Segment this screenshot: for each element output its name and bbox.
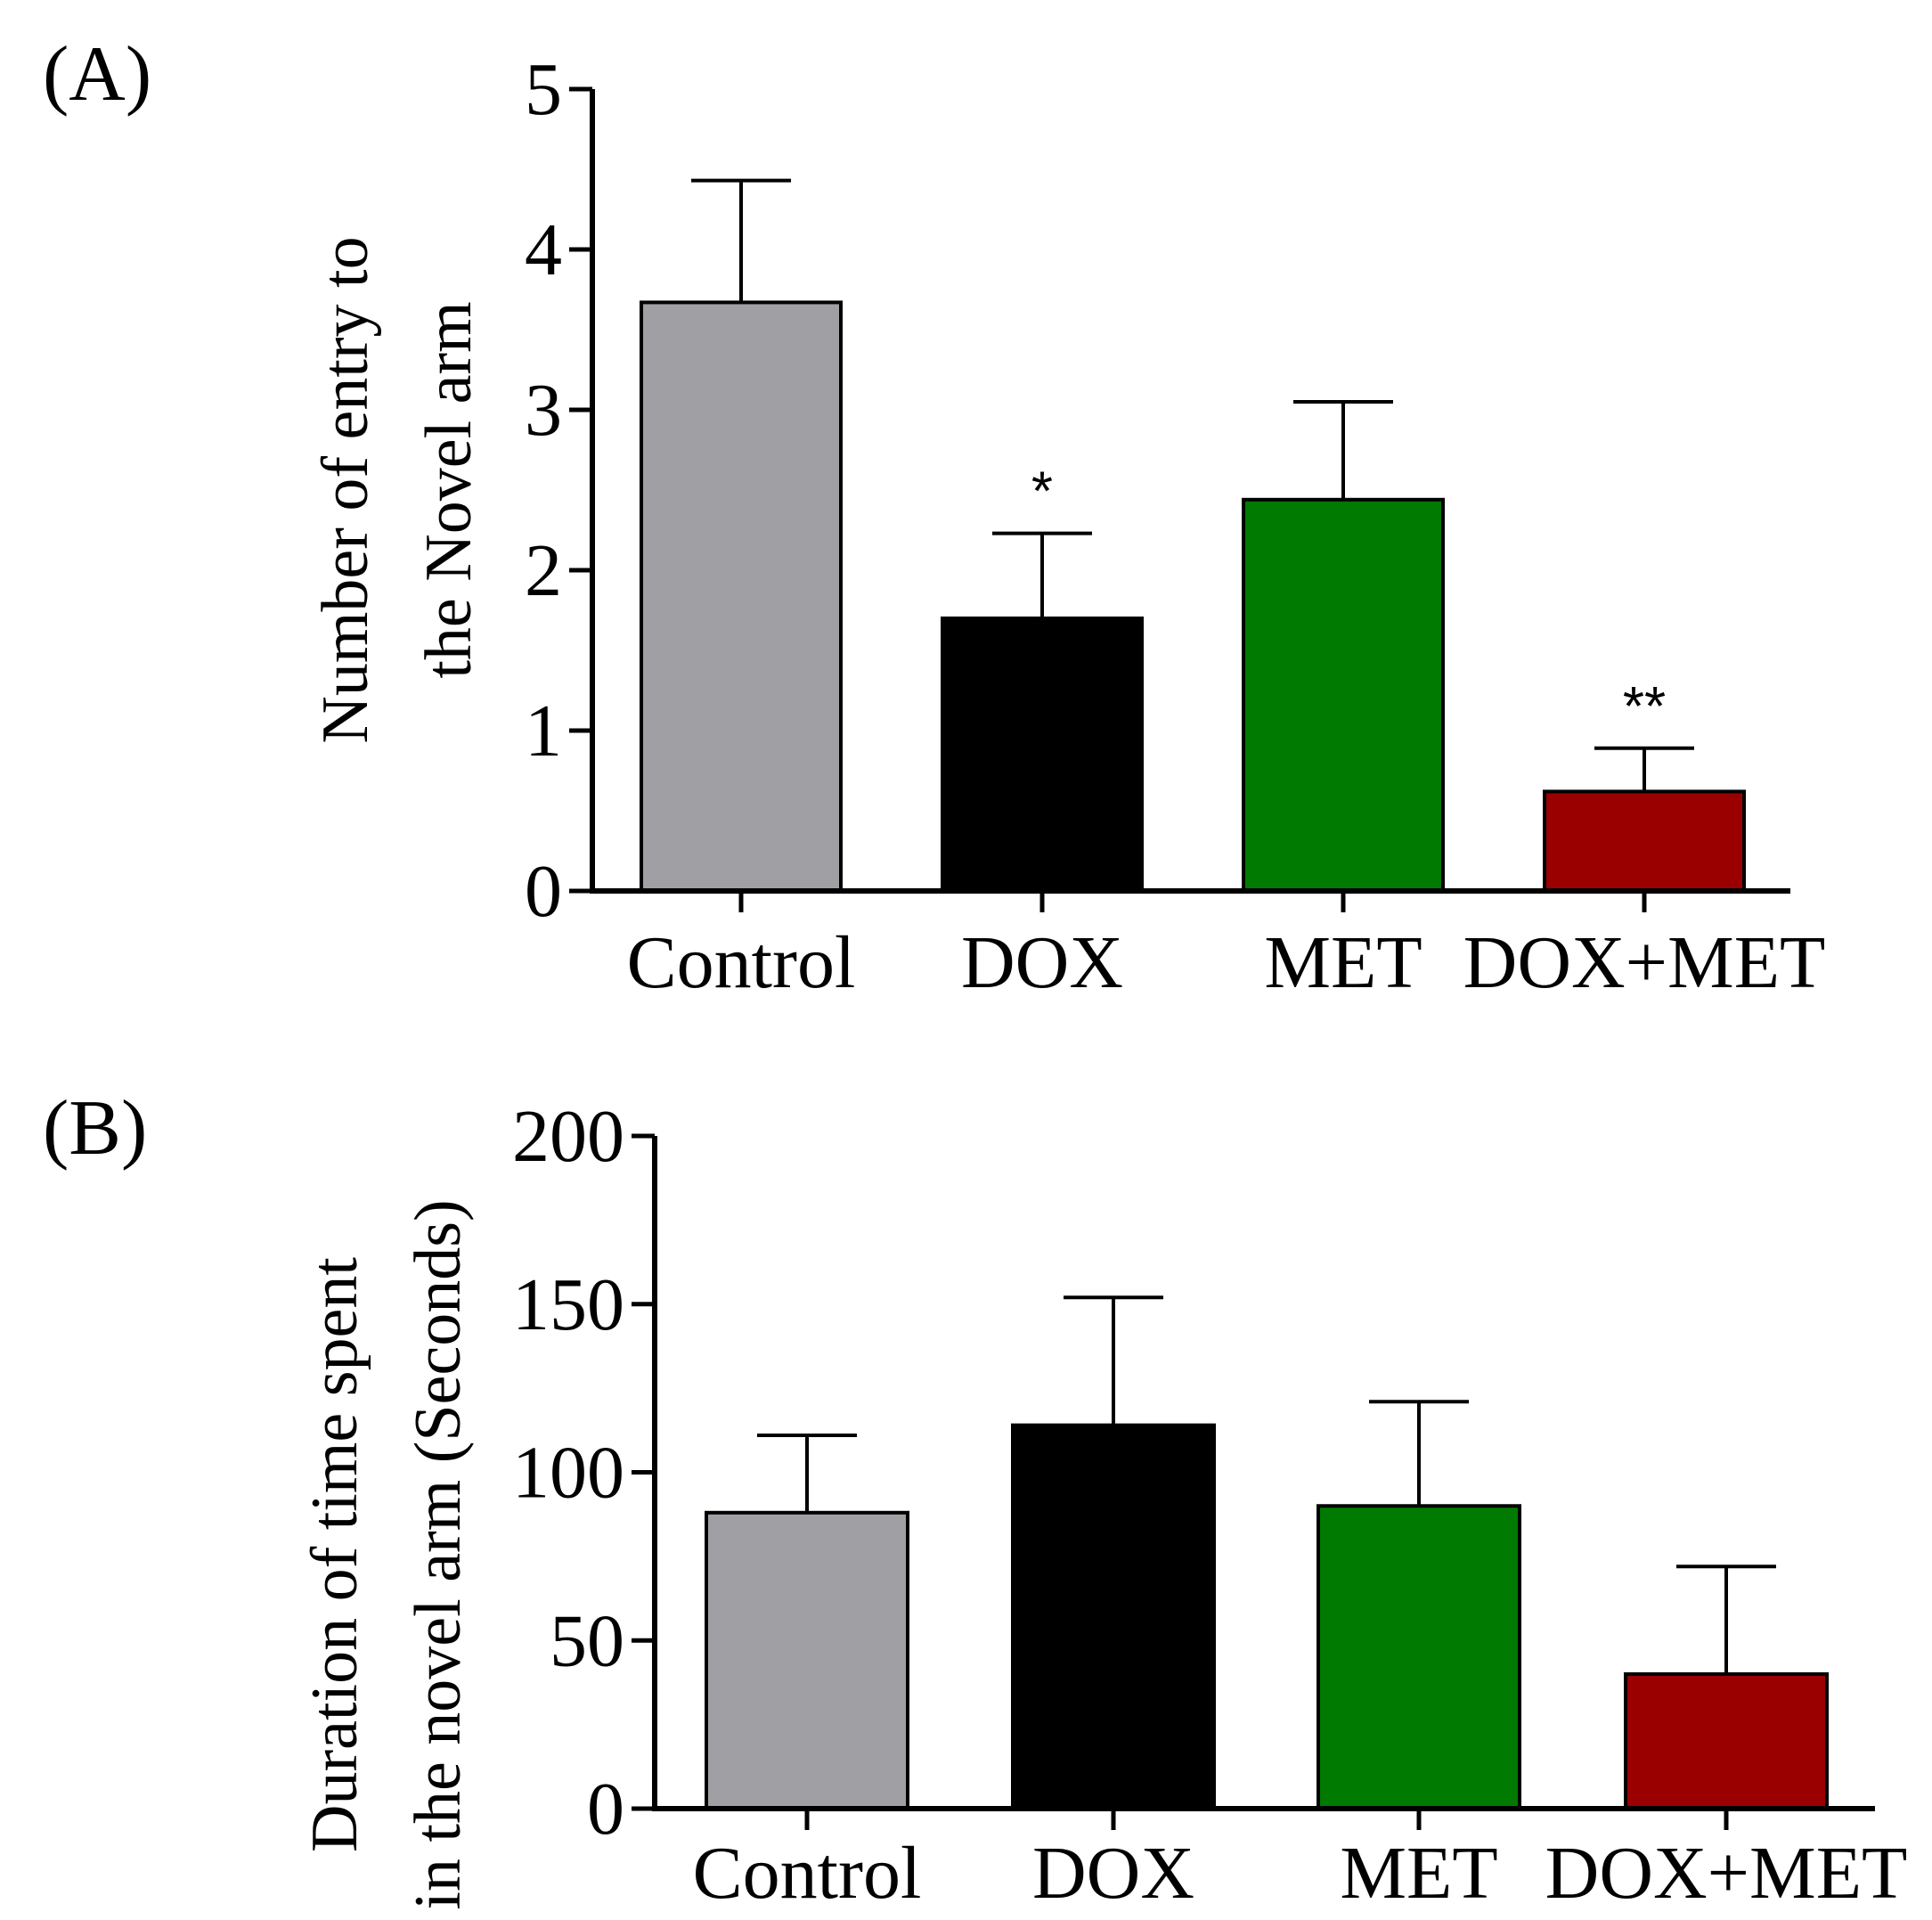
bar-dox-met xyxy=(1624,1672,1829,1810)
chart-panel-b: (B) Control DOX MET DOX+MET 0 50 100 150 200 Durat… xyxy=(43,1085,1907,1915)
bar-dox xyxy=(1011,1423,1216,1811)
x-tick-label: Control xyxy=(693,1832,922,1915)
bar-dox xyxy=(941,617,1144,893)
significance-marker: ** xyxy=(1623,676,1666,738)
bar-met xyxy=(1317,1504,1521,1810)
y-tick-label: 1 xyxy=(525,690,562,772)
y-axis-title: Number of entry to xyxy=(309,236,382,743)
x-tick-label: MET xyxy=(1264,921,1422,1004)
y-tick-label: 0 xyxy=(525,850,562,933)
x-tick-label: MET xyxy=(1340,1832,1497,1915)
x-tick-label: DOX xyxy=(1032,1832,1194,1915)
significance-marker: * xyxy=(1031,462,1053,523)
bar-control xyxy=(640,300,843,893)
y-axis-title: the Novel arm xyxy=(412,301,485,678)
y-axis-title: in the novel arm (Seconds) xyxy=(402,1199,475,1909)
y-tick-label: 200 xyxy=(512,1095,624,1178)
y-axis-title: Duration of time spent xyxy=(298,1257,371,1852)
bar-dox-met xyxy=(1543,789,1746,894)
y-tick-label: 3 xyxy=(525,369,562,452)
bar-met xyxy=(1242,497,1445,893)
panel-label: (B) xyxy=(43,1085,147,1172)
y-tick-label: 2 xyxy=(525,529,562,612)
y-tick-label: 5 xyxy=(525,48,562,131)
y-tick-label: 100 xyxy=(512,1432,624,1515)
y-tick-label: 0 xyxy=(587,1768,624,1851)
y-tick-label: 4 xyxy=(525,208,562,291)
bar-control xyxy=(705,1510,909,1811)
x-tick-label: Control xyxy=(627,921,856,1004)
x-tick-label: DOX+MET xyxy=(1545,1832,1908,1915)
y-tick-label: 50 xyxy=(550,1599,624,1682)
y-tick-label: 150 xyxy=(512,1263,624,1346)
x-tick-label: DOX xyxy=(961,921,1123,1004)
x-tick-label: DOX+MET xyxy=(1463,921,1826,1004)
chart-panel-a: (A) Control * DOX MET ** DOX+MET 0 1 2 3 4 5 Number o… xyxy=(43,31,1825,1004)
panel-label: (A) xyxy=(43,31,151,118)
